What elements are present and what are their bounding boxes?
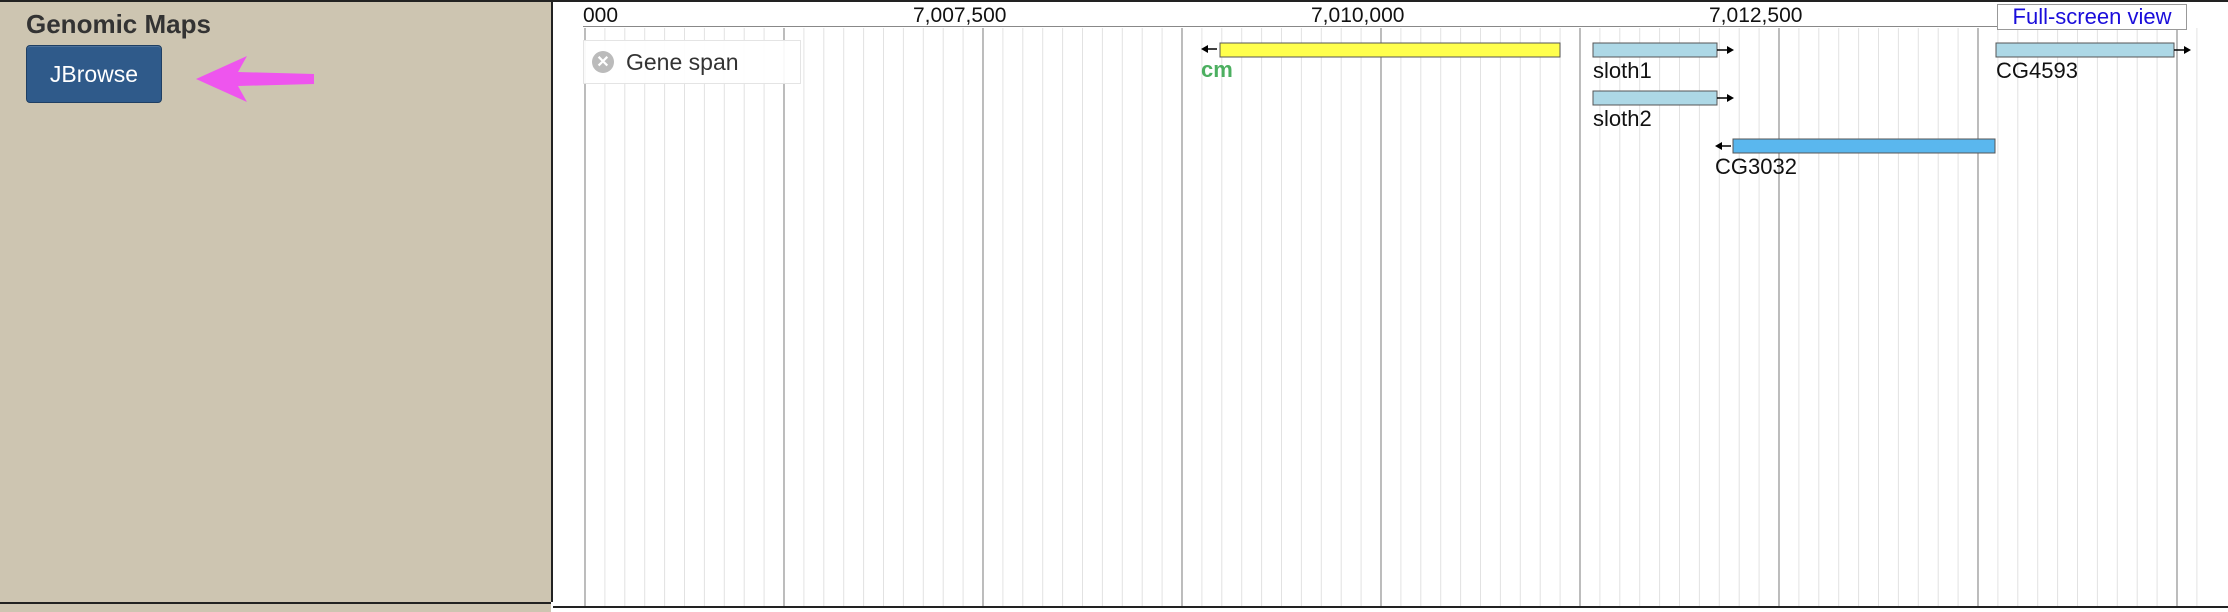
feature-cm[interactable] [1201,42,1561,58]
track-label: ✕ Gene span [583,40,801,84]
fullscreen-link[interactable]: Full-screen view [1997,4,2187,30]
sidebar-title: Genomic Maps [26,9,211,39]
feature-sloth1[interactable] [1592,42,1734,58]
track-label-text: Gene span [626,48,739,75]
ruler-label: 7,010,000 [1311,4,1405,27]
feature-cg3032[interactable] [1715,138,1996,154]
feature-label: sloth1 [1593,58,1652,83]
pink-arrow-icon [196,56,314,102]
feature-cg4593[interactable] [1995,42,2191,58]
close-icon[interactable]: ✕ [592,51,614,73]
feature-glyphs [1201,42,2191,154]
coordinate-ruler: 000 7,007,500 7,010,000 7,012,500 [583,2,2183,27]
sidebar-panel: Genomic Maps JBrowse [0,2,553,602]
jbrowse-button[interactable]: JBrowse [26,45,162,103]
feature-label: CG3032 [1715,154,1797,179]
genome-browser[interactable]: 000 7,007,500 7,010,000 7,012,500 Full-s… [553,2,2228,608]
feature-label: CG4593 [1996,58,2078,83]
ruler-label: 7,012,500 [1709,4,1803,27]
gridlines [584,28,2198,606]
feature-sloth2[interactable] [1592,90,1734,106]
sidebar-bottom [0,602,551,612]
ruler-label: 000 [583,4,619,27]
feature-label: sloth2 [1593,106,1652,131]
feature-label: cm [1201,57,1233,82]
ruler-label: 7,007,500 [913,4,1007,27]
top-border [0,0,2228,2]
